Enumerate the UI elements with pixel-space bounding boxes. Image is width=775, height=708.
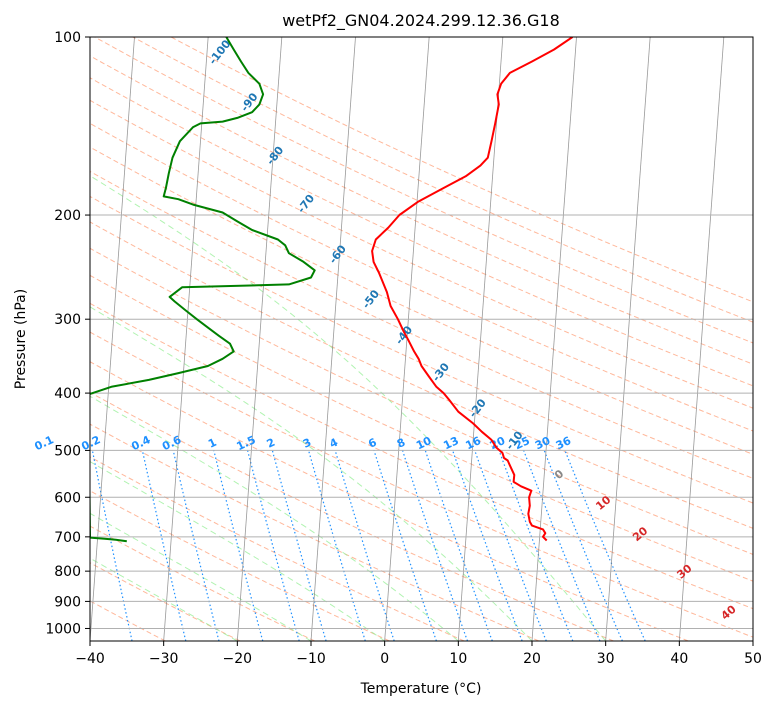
mixing-ratio-label: 36 bbox=[554, 434, 574, 452]
dry-adiabat bbox=[90, 302, 753, 610]
mixing-ratio-label: 25 bbox=[513, 434, 532, 452]
dry-adiabat bbox=[90, 146, 753, 455]
y-tick-label: 800 bbox=[54, 564, 81, 580]
dry-adiabat bbox=[90, 391, 614, 641]
skewed-isotherm bbox=[605, 37, 651, 641]
mixing-ratio-line bbox=[271, 450, 327, 641]
mixing-ratio-line bbox=[424, 450, 493, 641]
sounding-curves bbox=[90, 37, 574, 543]
axis-ticks: −40 −30 −20 −10 0 10 20 30 40 50 100 200 300 400 500 60… bbox=[45, 30, 762, 667]
dry-adiabat bbox=[90, 247, 753, 555]
mixing-ratio-label: 13 bbox=[441, 434, 460, 452]
x-axis-label: Temperature (°C) bbox=[360, 681, 482, 697]
temperature-profile-line bbox=[371, 37, 574, 542]
y-tick-label: 300 bbox=[54, 312, 81, 328]
x-tick-label: 20 bbox=[523, 651, 541, 667]
moist-adiabat bbox=[90, 461, 385, 641]
mixing-ratio-line bbox=[213, 450, 264, 641]
x-tick-label: −30 bbox=[149, 651, 179, 667]
mixing-ratio-label: 20 bbox=[488, 434, 508, 452]
mixing-ratio-line bbox=[498, 450, 574, 641]
dry-adiabat bbox=[90, 490, 390, 641]
y-tick-label: 100 bbox=[54, 30, 81, 46]
mixing-ratio-line bbox=[172, 450, 220, 641]
plot-frame bbox=[89, 36, 754, 642]
x-tick-label: 0 bbox=[380, 651, 389, 667]
y-tick-label: 600 bbox=[54, 490, 81, 506]
skewed-isotherm bbox=[310, 37, 356, 641]
mixing-ratio-line bbox=[543, 450, 623, 641]
x-tick-label: 50 bbox=[744, 651, 762, 667]
mixing-ratio-line bbox=[247, 450, 300, 641]
dry-adiabat bbox=[90, 99, 753, 409]
dry-adiabat bbox=[90, 456, 465, 641]
moist-adiabat bbox=[90, 306, 533, 641]
moist-adiabat bbox=[90, 175, 607, 641]
moist-adiabat bbox=[90, 557, 238, 641]
x-tick-label: 10 bbox=[449, 651, 467, 667]
mixing-ratio-line bbox=[474, 450, 547, 641]
y-tick-label: 700 bbox=[54, 530, 81, 546]
skewed-isotherm bbox=[531, 37, 577, 641]
x-tick-label: 40 bbox=[670, 651, 688, 667]
x-tick-label: −20 bbox=[223, 651, 253, 667]
mixing-ratio-label: 16 bbox=[464, 434, 484, 452]
dry-adiabat bbox=[90, 221, 753, 529]
skewed-isotherm bbox=[457, 37, 504, 641]
mixing-ratio-line bbox=[523, 450, 601, 641]
y-tick-label: 1000 bbox=[45, 621, 81, 637]
skewed-isotherm bbox=[678, 37, 725, 641]
mixing-ratio-label: 0.1 bbox=[33, 433, 56, 453]
dry-adiabat bbox=[90, 361, 689, 641]
skewed-isotherm bbox=[752, 635, 753, 641]
dry-adiabat bbox=[90, 77, 753, 387]
mixing-ratio-line bbox=[373, 450, 437, 641]
y-tick-label: 200 bbox=[54, 208, 81, 224]
y-tick-label: 900 bbox=[54, 594, 81, 610]
dry-adiabat bbox=[90, 122, 753, 432]
dewpoint-profile-line bbox=[90, 37, 316, 543]
mixing-ratio-line bbox=[308, 450, 366, 641]
dry-adiabat bbox=[90, 331, 753, 638]
mixing-ratio-line bbox=[141, 450, 187, 641]
x-tick-label: −40 bbox=[75, 651, 105, 667]
mixing-ratio-label: 30 bbox=[533, 434, 553, 452]
x-tick-label: −10 bbox=[296, 651, 326, 667]
skewed-isotherm bbox=[236, 37, 283, 641]
mixing-ratio-label: 10 bbox=[414, 434, 434, 452]
dry-adiabat bbox=[90, 562, 241, 641]
y-tick-label: 500 bbox=[54, 443, 81, 459]
x-tick-label: 30 bbox=[597, 651, 615, 667]
dry-adiabat bbox=[90, 55, 753, 365]
skewed-isotherm bbox=[90, 37, 135, 641]
chart-title: wetPf2_GN04.2024.299.12.36.G18 bbox=[282, 11, 560, 31]
skewed-isotherm bbox=[163, 37, 209, 641]
y-axis-label: Pressure (hPa) bbox=[13, 289, 29, 389]
y-tick-label: 400 bbox=[54, 386, 81, 402]
mixing-ratio-line bbox=[402, 450, 469, 641]
mixing-ratio-line bbox=[452, 450, 523, 641]
dry-adiabat bbox=[90, 423, 540, 641]
plot-area bbox=[90, 37, 753, 641]
